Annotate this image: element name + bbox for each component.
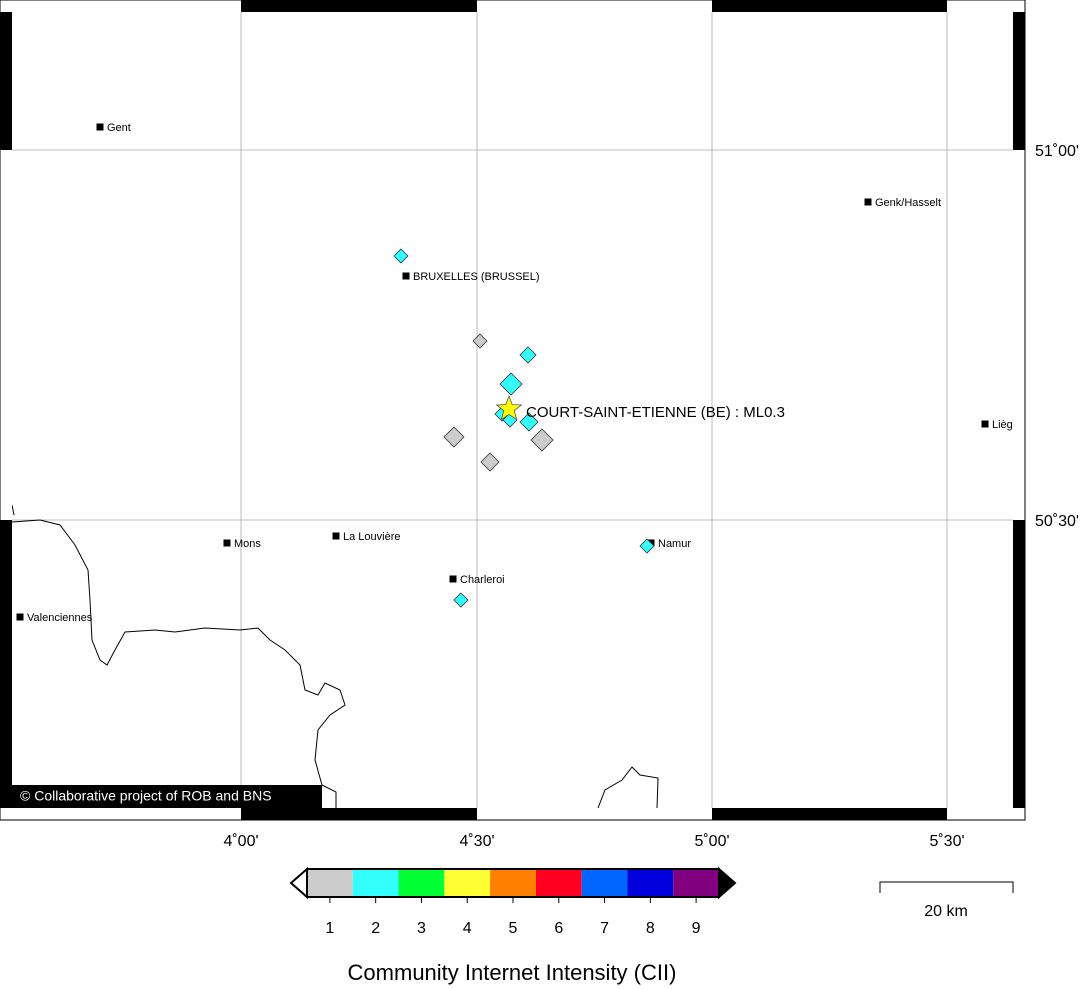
city-label: Namur [658, 538, 691, 550]
city-label: Liège [992, 419, 1019, 431]
colorbar-label: 1 [325, 920, 334, 937]
intensity-report [519, 346, 537, 364]
epicenter [495, 394, 523, 421]
city-label: Mons [234, 538, 261, 550]
colorbar-label: 9 [692, 920, 701, 937]
lat-tick-label: 50˚30' [1035, 513, 1079, 530]
city-marker [981, 420, 989, 428]
colorbar-high [718, 866, 737, 900]
colorbar-low [289, 866, 308, 900]
intensity-report [443, 426, 465, 448]
border-line [12, 504, 659, 808]
intensity-report [472, 333, 488, 349]
city-label: BRUXELLES (BRUSSEL) [413, 271, 540, 283]
colorbar-swatch [398, 869, 445, 897]
city-marker [402, 272, 410, 280]
credit-box [12, 785, 322, 808]
map-area: Gent Genk/Hasselt BRUXELLES (BRUSSEL) Liège… [12, 12, 1019, 808]
intensity-report [499, 372, 523, 396]
colorbar-swatch [581, 869, 628, 897]
colorbar-label: 2 [371, 920, 380, 937]
epicenter-label: COURT-SAINT-ETIENNE (BE) : ML0.3 [526, 404, 785, 421]
city-label: Gent [107, 122, 131, 134]
intensity-report [480, 452, 500, 472]
city-marker [16, 613, 24, 621]
intensity-report [519, 412, 539, 432]
graticule [12, 12, 1013, 808]
colorbar-swatch [673, 869, 719, 897]
city-label: Genk/Hasselt [875, 197, 941, 209]
colorbar-swatch [535, 869, 582, 897]
intensity-report [530, 428, 554, 452]
colorbar-label: 6 [554, 920, 563, 937]
colorbar-swatch [444, 869, 491, 897]
city-marker [223, 539, 231, 547]
lon-tick-label: 4˚30' [459, 833, 494, 850]
colorbar-label: 7 [600, 920, 609, 937]
colorbar-swatch [490, 869, 536, 897]
city-label: La Louvière [343, 531, 401, 543]
colorbar-swatch [307, 869, 353, 897]
colorbar-label: 3 [417, 920, 426, 937]
city-label: Valenciennes [27, 612, 93, 624]
city-marker [449, 575, 457, 583]
lon-tick-label: 5˚00' [694, 833, 729, 850]
city-marker [96, 123, 104, 131]
colorbar-label: 5 [509, 920, 518, 937]
colorbar-outline [306, 868, 720, 898]
scale-bar: 20 km [879, 881, 1014, 920]
intensity-report [393, 248, 409, 264]
city-label: Charleroi [460, 574, 505, 586]
city-marker [332, 532, 340, 540]
lon-tick-label: 4˚00' [223, 833, 258, 850]
colorbar-label: 4 [463, 920, 472, 937]
colorbar-swatch [352, 869, 399, 897]
colorbar-label: 8 [646, 920, 655, 937]
colorbar-swatch [627, 869, 674, 897]
lat-tick-label: 51˚00' [1035, 143, 1079, 160]
city-marker [864, 198, 872, 206]
frame-bars [0, 0, 1025, 820]
legend-title: Community Internet Intensity (CII) [348, 960, 677, 985]
credit: © Collaborative project of ROB and BNS [20, 788, 272, 804]
intensity-report [639, 538, 655, 554]
scale-label: 20 km [924, 903, 968, 920]
intensity-report [453, 592, 469, 608]
lon-tick-label: 5˚30' [929, 833, 964, 850]
